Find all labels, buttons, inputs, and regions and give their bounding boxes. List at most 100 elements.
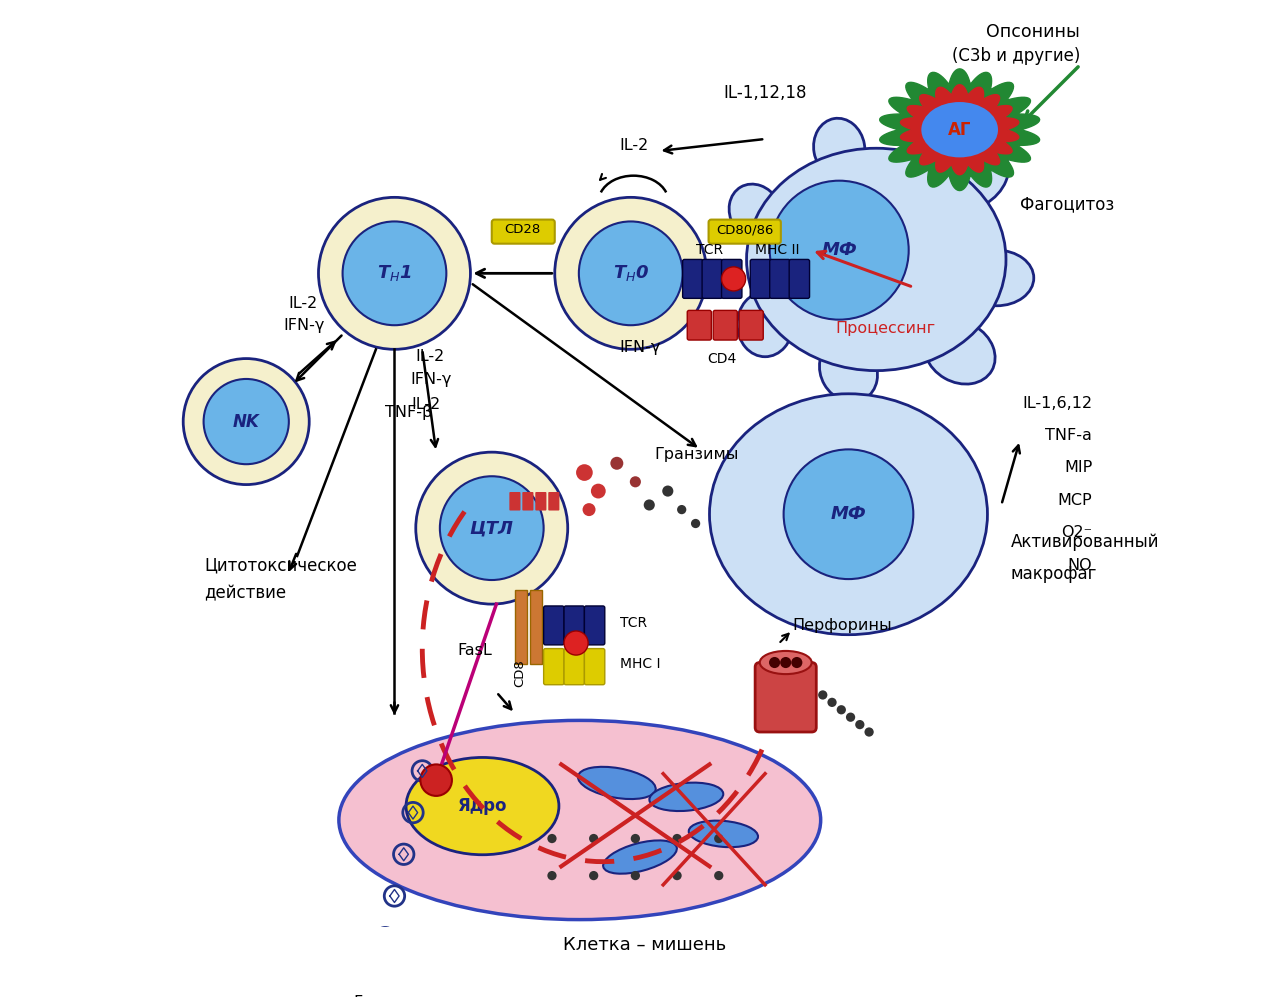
- Circle shape: [691, 518, 700, 528]
- Circle shape: [783, 450, 914, 579]
- Circle shape: [827, 698, 837, 707]
- Ellipse shape: [819, 339, 878, 402]
- Text: Активированный: Активированный: [1011, 533, 1160, 551]
- Text: IL-2: IL-2: [416, 349, 445, 364]
- Ellipse shape: [929, 141, 1009, 211]
- Text: МФ: МФ: [831, 505, 867, 523]
- Circle shape: [722, 267, 746, 291]
- FancyBboxPatch shape: [701, 259, 722, 298]
- Circle shape: [714, 871, 723, 880]
- Circle shape: [564, 631, 588, 655]
- FancyBboxPatch shape: [687, 310, 712, 340]
- Circle shape: [837, 705, 846, 715]
- Text: CD80/86: CD80/86: [716, 223, 773, 236]
- Ellipse shape: [823, 570, 874, 625]
- FancyBboxPatch shape: [585, 606, 604, 645]
- Text: МНС II: МНС II: [755, 243, 800, 257]
- Text: Перфорины: Перфорины: [792, 618, 892, 633]
- Ellipse shape: [649, 783, 723, 811]
- FancyBboxPatch shape: [755, 663, 817, 732]
- Polygon shape: [901, 85, 1019, 174]
- Circle shape: [591, 484, 605, 498]
- Polygon shape: [879, 69, 1039, 190]
- Text: NK: NK: [233, 413, 260, 431]
- Text: TCR: TCR: [696, 243, 723, 257]
- Circle shape: [630, 477, 641, 488]
- Text: IFN-γ: IFN-γ: [620, 340, 660, 355]
- Text: CD4: CD4: [707, 352, 736, 366]
- Text: АГ: АГ: [948, 121, 972, 139]
- Text: Fas: Fas: [353, 995, 380, 997]
- FancyBboxPatch shape: [790, 259, 809, 298]
- Ellipse shape: [820, 401, 877, 452]
- Ellipse shape: [768, 435, 817, 483]
- Circle shape: [644, 499, 655, 510]
- Text: FasL: FasL: [457, 643, 492, 658]
- Circle shape: [589, 871, 598, 880]
- Ellipse shape: [339, 721, 820, 919]
- Text: CD8: CD8: [513, 660, 526, 688]
- Ellipse shape: [768, 545, 817, 594]
- Circle shape: [343, 221, 447, 325]
- FancyBboxPatch shape: [709, 219, 781, 243]
- FancyBboxPatch shape: [682, 259, 703, 298]
- Ellipse shape: [406, 758, 559, 854]
- Bar: [515, 590, 527, 664]
- Circle shape: [183, 359, 310, 485]
- Circle shape: [818, 690, 827, 700]
- Text: MIP: MIP: [1064, 461, 1092, 476]
- Text: MCP: MCP: [1057, 493, 1092, 507]
- Ellipse shape: [737, 292, 792, 357]
- Circle shape: [672, 833, 682, 843]
- FancyBboxPatch shape: [564, 606, 585, 645]
- Text: O2⁻: O2⁻: [1061, 525, 1092, 540]
- Circle shape: [672, 871, 682, 880]
- Text: Фагоцитоз: Фагоцитоз: [1020, 194, 1114, 212]
- Text: Т$_{Н}$0: Т$_{Н}$0: [613, 263, 649, 283]
- Ellipse shape: [689, 821, 758, 847]
- Circle shape: [579, 221, 682, 325]
- Bar: [530, 590, 541, 664]
- Text: IL-1,12,18: IL-1,12,18: [723, 84, 806, 102]
- Circle shape: [416, 453, 568, 604]
- Ellipse shape: [731, 487, 781, 542]
- Circle shape: [554, 197, 707, 349]
- Text: (С3b и другие): (С3b и другие): [952, 47, 1080, 65]
- Text: Цитотоксическое: Цитотоксическое: [205, 556, 357, 574]
- Circle shape: [714, 833, 723, 843]
- Ellipse shape: [760, 651, 812, 674]
- FancyBboxPatch shape: [713, 310, 737, 340]
- Ellipse shape: [960, 250, 1034, 306]
- Text: IFN-γ: IFN-γ: [283, 318, 325, 333]
- Circle shape: [846, 713, 855, 722]
- FancyBboxPatch shape: [548, 492, 559, 510]
- Circle shape: [864, 728, 874, 737]
- FancyBboxPatch shape: [750, 259, 771, 298]
- Ellipse shape: [709, 394, 987, 635]
- Circle shape: [440, 477, 544, 580]
- Circle shape: [582, 503, 595, 516]
- Text: TNF-a: TNF-a: [1046, 428, 1092, 443]
- Circle shape: [791, 657, 803, 668]
- Ellipse shape: [730, 184, 782, 242]
- Text: TNF-β: TNF-β: [385, 405, 433, 420]
- FancyBboxPatch shape: [739, 310, 763, 340]
- Text: TCR: TCR: [620, 615, 646, 630]
- Ellipse shape: [746, 149, 1006, 371]
- Ellipse shape: [924, 320, 995, 384]
- Circle shape: [780, 657, 791, 668]
- Text: Гранзимы: Гранзимы: [654, 447, 739, 462]
- Text: IFN-γ: IFN-γ: [410, 373, 452, 388]
- Circle shape: [677, 504, 686, 514]
- Text: CD28: CD28: [504, 223, 540, 236]
- Text: NO: NO: [1068, 557, 1092, 572]
- Text: МФ: МФ: [822, 241, 858, 259]
- Text: Процессинг: Процессинг: [836, 321, 936, 336]
- Circle shape: [611, 457, 623, 470]
- Circle shape: [420, 765, 452, 796]
- Ellipse shape: [878, 433, 929, 484]
- Ellipse shape: [814, 119, 865, 178]
- Text: Т$_{Н}$1: Т$_{Н}$1: [378, 263, 412, 283]
- FancyBboxPatch shape: [769, 259, 790, 298]
- Text: IL-2: IL-2: [288, 296, 317, 311]
